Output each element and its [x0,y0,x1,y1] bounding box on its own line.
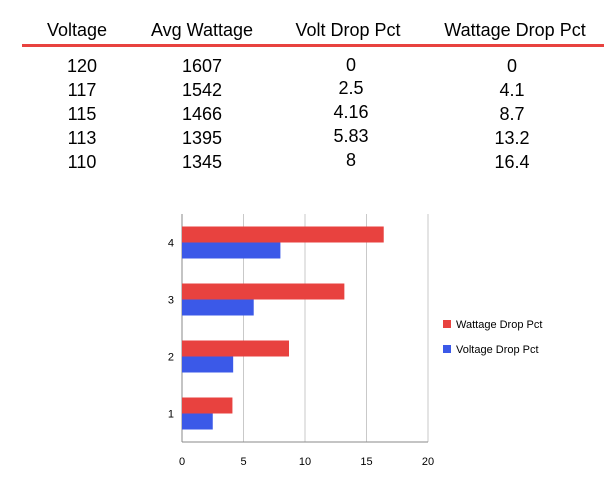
header-avg-wattage: Avg Wattage [150,20,254,40]
bar-wattage-drop-pct [182,283,345,300]
bar-voltage-drop-pct [182,299,254,316]
table-cell: 2.5 [338,78,364,98]
x-tick-label: 20 [422,456,434,468]
table-cell: 1395 [181,128,223,148]
y-tick-label: 2 [168,352,174,364]
table-cell: 113 [67,128,97,148]
header-rule [22,44,604,47]
x-tick-label: 5 [240,456,246,468]
table-cell: 115 [67,104,97,124]
table-cell: 4.16 [333,102,369,122]
table-cell: 1466 [181,104,223,124]
bar-voltage-drop-pct [182,413,213,430]
legend-label: Wattage Drop Pct [456,319,542,331]
y-tick-label: 3 [168,295,174,307]
table-cell: 1607 [181,56,223,76]
table-cell: 8 [345,150,357,170]
y-tick-label: 1 [168,409,174,421]
table-cell: 0 [506,56,518,76]
bar-voltage-drop-pct [182,242,281,259]
table-cell: 1542 [181,80,223,100]
table-cell: 4.1 [499,80,525,100]
table-cell: 1345 [181,152,223,172]
header-voltage: Voltage [46,20,108,40]
legend-swatch [443,345,451,353]
table-cell: 13.2 [494,128,530,148]
bar-wattage-drop-pct [182,340,290,357]
y-tick-label: 4 [168,238,174,250]
table-cell: 110 [67,152,97,172]
bar-voltage-drop-pct [182,356,234,373]
table-cell: 16.4 [494,152,530,172]
table-cell: 8.7 [499,104,525,124]
x-tick-label: 10 [299,456,311,468]
table-cell: 5.83 [333,126,369,146]
x-tick-label: 0 [179,456,185,468]
data-table: Voltage Avg Wattage Volt Drop Pct Wattag… [0,0,616,180]
x-tick-label: 15 [360,456,372,468]
bar-wattage-drop-pct [182,397,233,414]
header-volt-drop-pct: Volt Drop Pct [295,20,401,40]
table-cell: 117 [67,80,97,100]
table-cell: 0 [345,55,357,75]
legend-swatch [443,320,451,328]
bar-wattage-drop-pct [182,226,384,243]
legend-label: Voltage Drop Pct [456,344,539,356]
table-cell: 120 [66,56,98,76]
header-wattage-drop-pct: Wattage Drop Pct [444,20,586,40]
